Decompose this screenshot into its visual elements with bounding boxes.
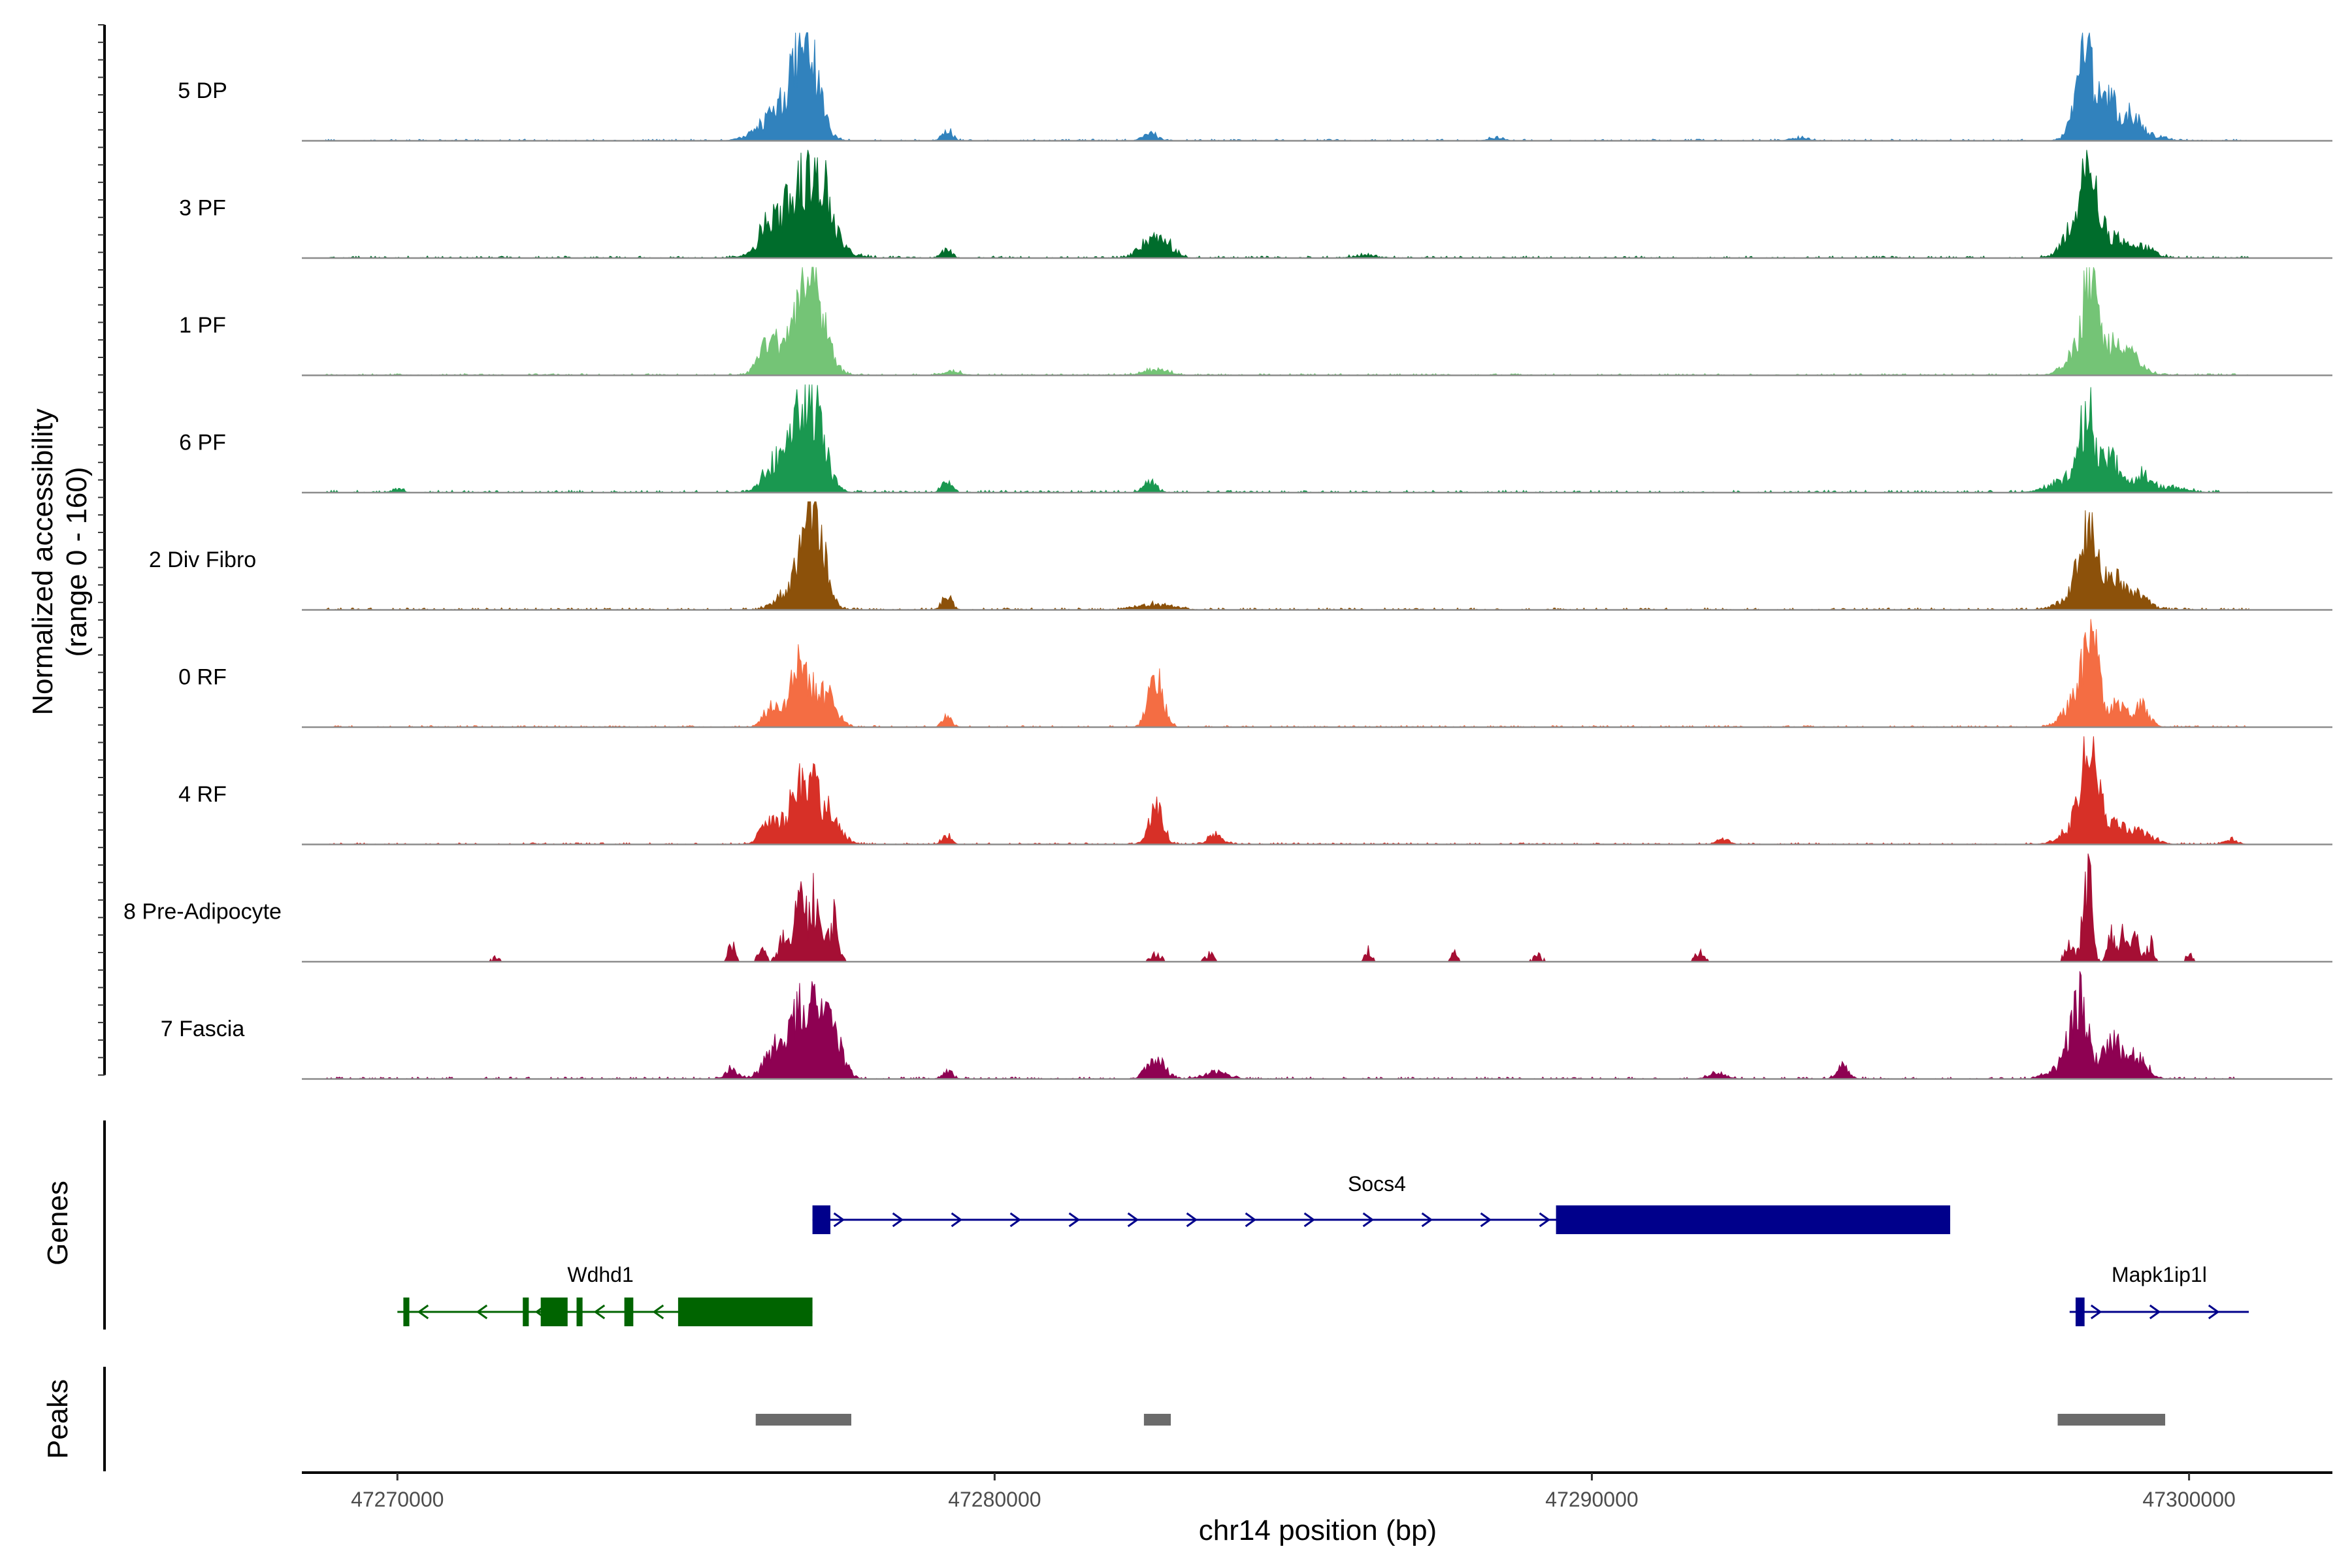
gene-exon	[812, 1205, 830, 1234]
track-label: 8 Pre-Adipocyte	[123, 900, 282, 924]
coverage-area	[325, 853, 2249, 963]
strand-chevron	[593, 1304, 606, 1320]
y-axis-subtitle: (range 0 - 160)	[61, 466, 93, 657]
track-label: 3 PF	[179, 196, 226, 221]
coverage-tracks: 5 DP 3 PF 1 PF 6 PF 2 Div Fibro 0 RF 4 RF 8 Pre…	[98, 24, 2332, 1080]
strand-chevron	[1245, 1212, 1257, 1228]
gene-exon-small	[2075, 1298, 2085, 1326]
gene-exon-small	[523, 1298, 529, 1326]
strand-chevron	[892, 1212, 904, 1228]
coverage-area	[325, 150, 2249, 259]
x-tick-label: 47270000	[351, 1488, 444, 1511]
strand-chevron	[833, 1212, 845, 1228]
track-6: 4 RF	[178, 736, 2332, 845]
x-axis: chr14 position (bp) 47270000 47280000 4729…	[302, 1471, 2332, 1546]
gene-annotations: Socs4 Wdhd1 Mapk1ip1l	[103, 1120, 2249, 1330]
peak-region-bar	[755, 1414, 851, 1426]
x-axis-title: chr14 position (bp)	[1199, 1514, 1437, 1546]
peak-region-bar	[1143, 1414, 1171, 1426]
strand-chevron	[1303, 1212, 1316, 1228]
gene-mapk1ip1l: Mapk1ip1l	[2069, 1263, 2249, 1326]
peak-regions	[103, 1367, 2166, 1471]
y-axis-title-group: Normalized accessibility (range 0 - 160)	[27, 408, 93, 715]
track-5: 0 RF	[178, 619, 2332, 728]
track-1: 3 PF	[179, 150, 2332, 259]
coverage-area	[325, 384, 2249, 493]
peak-region-bar	[2057, 1414, 2166, 1426]
strand-chevron	[652, 1304, 664, 1320]
strand-chevron	[2090, 1304, 2102, 1320]
gene-exon	[678, 1298, 813, 1326]
track-4: 2 Div Fibro	[149, 501, 2332, 611]
track-label: 5 DP	[178, 78, 227, 103]
track-label: 7 Fascia	[161, 1017, 245, 1041]
strand-chevron	[1362, 1212, 1375, 1228]
track-label: 4 RF	[178, 782, 227, 807]
gene-label: Mapk1ip1l	[2112, 1263, 2207, 1286]
gene-label: Wdhd1	[567, 1263, 633, 1286]
peaks-panel-title: Peaks	[42, 1379, 74, 1459]
x-tick-label: 47280000	[948, 1488, 1041, 1511]
genes-panel-title: Genes	[42, 1181, 74, 1266]
x-tick-label: 47300000	[2142, 1488, 2235, 1511]
coverage-area	[325, 619, 2249, 728]
strand-chevron	[2149, 1304, 2161, 1320]
strand-chevron	[476, 1304, 488, 1320]
gene-socs4: Socs4	[812, 1172, 1950, 1234]
strand-chevron	[1186, 1212, 1198, 1228]
y-axis-title: Normalized accessibility	[27, 408, 59, 715]
strand-chevron	[951, 1212, 963, 1228]
strand-chevron	[1480, 1212, 1492, 1228]
coverage-area	[325, 267, 2249, 376]
coverage-area	[325, 32, 2249, 142]
track-label: 6 PF	[179, 431, 226, 455]
track-7: 8 Pre-Adipocyte	[123, 853, 2332, 963]
track-3: 6 PF	[179, 384, 2332, 494]
coverage-area	[325, 971, 2249, 1080]
track-label: 0 RF	[178, 665, 227, 690]
gene-label: Socs4	[1348, 1172, 1406, 1196]
gene-exon	[1556, 1205, 1950, 1234]
gene-exon-small	[576, 1298, 583, 1326]
x-tick-label: 47290000	[1545, 1488, 1638, 1511]
gene-exon	[540, 1298, 568, 1326]
gene-exon-small	[403, 1298, 410, 1326]
strand-chevron	[1127, 1212, 1139, 1228]
strand-chevron	[1421, 1212, 1433, 1228]
gene-exon-small	[624, 1298, 634, 1326]
strand-chevron	[2208, 1304, 2220, 1320]
track-0: 5 DP	[178, 32, 2332, 142]
track-2: 1 PF	[179, 267, 2332, 376]
track-label: 1 PF	[179, 313, 226, 338]
track-label: 2 Div Fibro	[149, 547, 256, 572]
track-8: 7 Fascia	[161, 971, 2332, 1080]
strand-chevron	[1068, 1212, 1081, 1228]
gene-wdhd1: Wdhd1	[397, 1263, 813, 1326]
strand-chevron	[417, 1304, 429, 1320]
coverage-area	[325, 736, 2249, 845]
coverage-area	[325, 501, 2249, 611]
strand-chevron	[1009, 1212, 1022, 1228]
strand-chevron	[1539, 1212, 1551, 1228]
